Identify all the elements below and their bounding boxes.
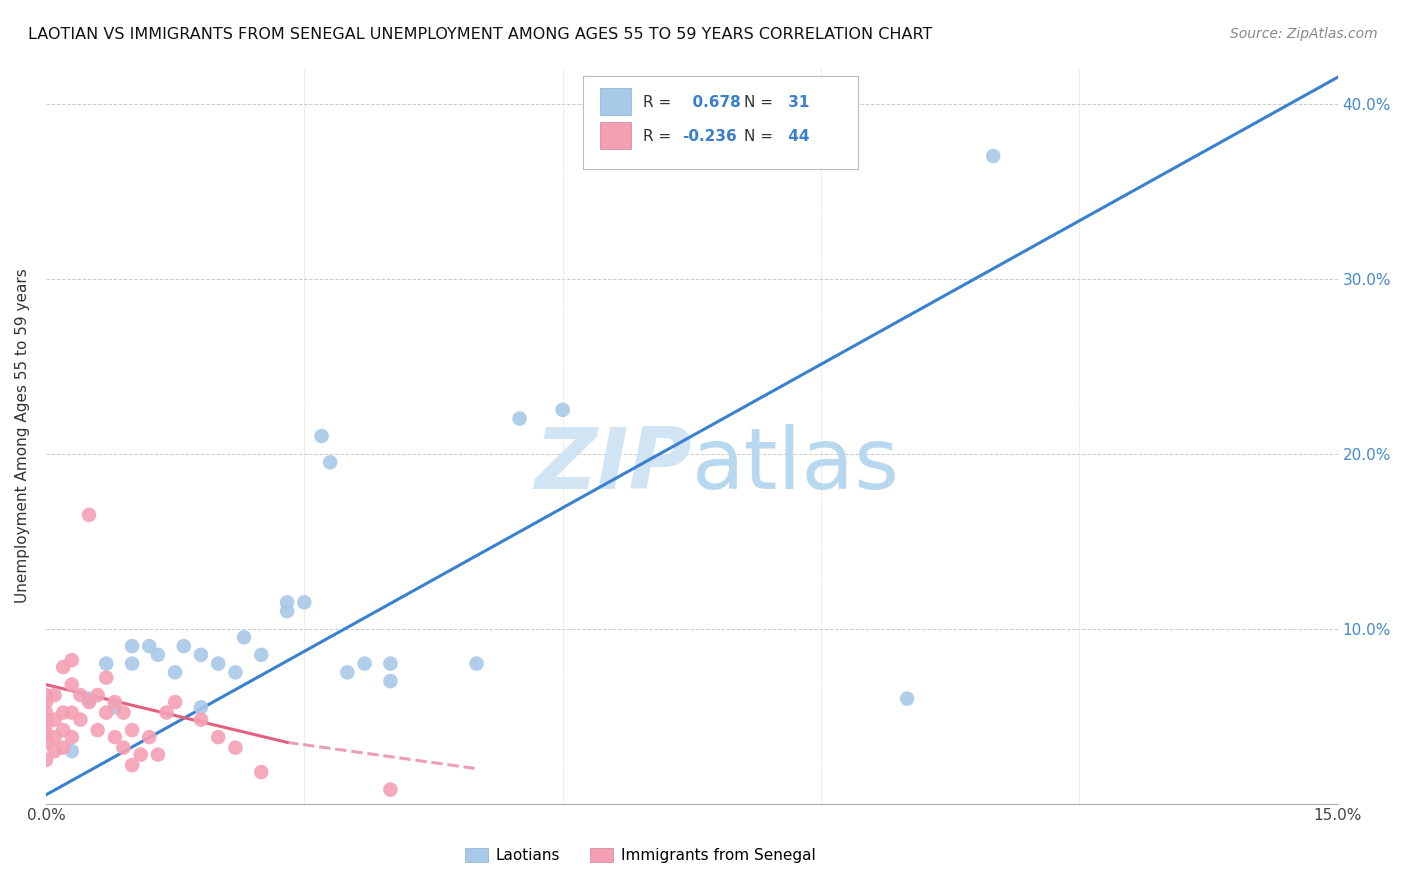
Text: R =: R = xyxy=(643,95,676,110)
Point xyxy=(104,695,127,709)
Legend: Laotians, Immigrants from Senegal: Laotians, Immigrants from Senegal xyxy=(458,842,821,870)
Text: LAOTIAN VS IMMIGRANTS FROM SENEGAL UNEMPLOYMENT AMONG AGES 55 TO 59 YEARS CORREL: LAOTIAN VS IMMIGRANTS FROM SENEGAL UNEMP… xyxy=(28,27,932,42)
Point xyxy=(509,411,531,425)
Point xyxy=(35,695,58,709)
Point xyxy=(250,765,273,780)
Point xyxy=(104,730,127,744)
Point xyxy=(190,700,212,714)
Point xyxy=(44,713,66,727)
Point xyxy=(595,149,617,163)
Point xyxy=(77,508,100,522)
Point xyxy=(77,695,100,709)
Point xyxy=(207,730,229,744)
Point xyxy=(104,700,127,714)
Point xyxy=(165,665,187,680)
Point xyxy=(138,639,160,653)
Point xyxy=(353,657,375,671)
Point xyxy=(311,429,333,443)
Point xyxy=(35,706,58,720)
Point xyxy=(276,595,298,609)
Point xyxy=(86,688,108,702)
Point xyxy=(224,740,246,755)
Point xyxy=(60,730,83,744)
Point xyxy=(155,706,177,720)
Point xyxy=(190,648,212,662)
Y-axis label: Unemployment Among Ages 55 to 59 years: Unemployment Among Ages 55 to 59 years xyxy=(15,268,30,604)
Point xyxy=(35,753,58,767)
Text: R =: R = xyxy=(643,129,676,144)
Point xyxy=(35,735,58,749)
Point xyxy=(138,730,160,744)
Point xyxy=(35,713,58,727)
Point xyxy=(52,706,75,720)
Text: 0.678: 0.678 xyxy=(682,95,741,110)
Point xyxy=(233,631,256,645)
Point xyxy=(121,723,143,738)
Point xyxy=(35,718,58,732)
Point xyxy=(207,657,229,671)
Point xyxy=(292,595,315,609)
Point xyxy=(146,648,169,662)
Point xyxy=(86,723,108,738)
Point xyxy=(121,758,143,772)
Point xyxy=(35,688,58,702)
Point xyxy=(190,713,212,727)
Point xyxy=(465,657,488,671)
Point xyxy=(96,657,118,671)
Point xyxy=(52,740,75,755)
Point xyxy=(44,730,66,744)
Point xyxy=(44,688,66,702)
Point xyxy=(380,674,402,689)
Point xyxy=(77,691,100,706)
Text: ZIP: ZIP xyxy=(534,424,692,507)
Point xyxy=(319,455,342,469)
Point xyxy=(121,657,143,671)
Point xyxy=(60,706,83,720)
Point xyxy=(250,648,273,662)
Point xyxy=(44,744,66,758)
Point xyxy=(69,688,91,702)
Point xyxy=(146,747,169,762)
Text: Source: ZipAtlas.com: Source: ZipAtlas.com xyxy=(1230,27,1378,41)
Point xyxy=(551,402,574,417)
Point xyxy=(60,744,83,758)
Point xyxy=(276,604,298,618)
Point xyxy=(96,706,118,720)
Point xyxy=(52,660,75,674)
Point xyxy=(896,691,918,706)
Point xyxy=(60,677,83,691)
Point xyxy=(35,726,58,740)
Point xyxy=(165,695,187,709)
Point xyxy=(96,671,118,685)
Point xyxy=(112,706,135,720)
Text: -0.236: -0.236 xyxy=(682,129,737,144)
Point xyxy=(112,740,135,755)
Text: 44: 44 xyxy=(783,129,810,144)
Point xyxy=(121,639,143,653)
Point xyxy=(224,665,246,680)
Point xyxy=(129,747,152,762)
Text: atlas: atlas xyxy=(692,424,900,507)
Point xyxy=(981,149,1004,163)
Point xyxy=(69,713,91,727)
Point xyxy=(173,639,195,653)
Point xyxy=(380,782,402,797)
Point xyxy=(60,653,83,667)
Point xyxy=(380,657,402,671)
Point xyxy=(52,723,75,738)
Text: N =: N = xyxy=(744,129,778,144)
Text: N =: N = xyxy=(744,95,778,110)
Text: 31: 31 xyxy=(783,95,810,110)
Point xyxy=(336,665,359,680)
